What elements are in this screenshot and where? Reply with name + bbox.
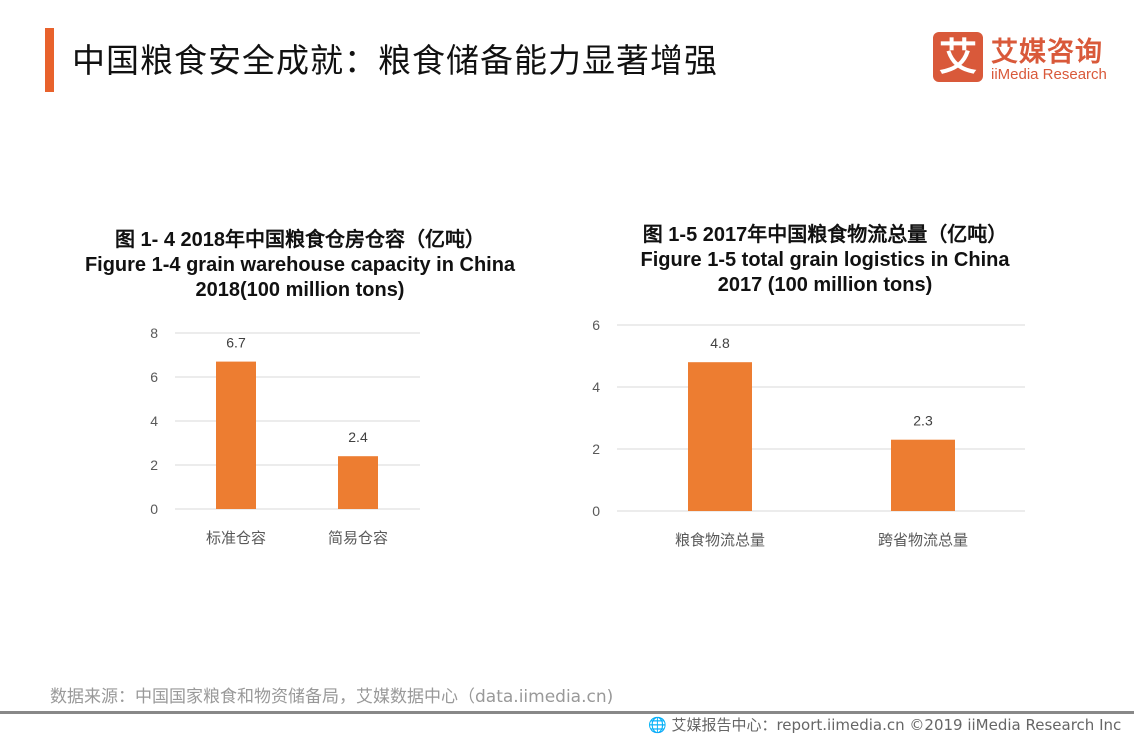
chart1-title-en: Figure 1-4 grain warehouse capacity in C… — [84, 254, 516, 301]
x-tick-label: 跨省物流总量 — [878, 531, 968, 549]
y-tick-label: 8 — [150, 325, 158, 341]
bar — [891, 439, 955, 511]
logo-name-en: iiMedia Research — [991, 66, 1107, 83]
title-accent-bar — [45, 28, 54, 92]
footer: 🌐 艾媒报告中心：report.iimedia.cn ©2019 iiMedia… — [648, 714, 1121, 735]
chart2-title-en: Figure 1-5 total grain logistics in Chin… — [640, 249, 1010, 296]
page-title: 中国粮食安全成就：粮食储备能力显著增强 — [72, 41, 718, 80]
x-tick-label: 简易仓容 — [328, 529, 388, 547]
data-label: 2.4 — [348, 429, 368, 445]
bar — [216, 361, 256, 509]
data-label: 4.8 — [710, 335, 730, 351]
y-tick-label: 4 — [150, 413, 158, 429]
y-tick-label: 2 — [592, 441, 600, 457]
y-tick-label: 6 — [150, 369, 158, 385]
y-tick-label: 6 — [592, 317, 600, 333]
source-note: 数据来源：中国国家粮食和物资储备局，艾媒数据中心（data.iimedia.cn… — [50, 687, 614, 707]
bar — [688, 362, 752, 511]
footer-text: 艾媒报告中心：report.iimedia.cn ©2019 iiMedia R… — [671, 716, 1122, 734]
chart2-title: 图 1-5 2017年中国粮食物流总量（亿吨） Figure 1-5 total… — [600, 223, 1050, 298]
data-label: 2.3 — [913, 413, 933, 429]
x-tick-label: 粮食物流总量 — [675, 531, 765, 549]
chart1-title: 图 1- 4 2018年中国粮食仓房仓容（亿吨） Figure 1-4 grai… — [50, 228, 550, 303]
chart1-title-cn: 图 1- 4 2018年中国粮食仓房仓容（亿吨） — [114, 229, 486, 251]
logo: 艾 艾媒咨询 iiMedia Research — [933, 30, 1113, 86]
y-tick-label: 4 — [592, 379, 600, 395]
chart2-title-cn: 图 1-5 2017年中国粮食物流总量（亿吨） — [642, 224, 1008, 246]
data-label: 6.7 — [226, 335, 246, 351]
bar — [338, 456, 378, 509]
logo-mark: 艾 — [933, 32, 983, 82]
logo-name-cn: 艾媒咨询 — [991, 37, 1103, 68]
footer-divider — [0, 711, 1134, 714]
globe-cursor-icon: 🌐 — [648, 716, 667, 734]
x-tick-label: 标准仓容 — [206, 529, 266, 547]
y-tick-label: 2 — [150, 457, 158, 473]
y-tick-label: 0 — [150, 501, 158, 517]
y-tick-label: 0 — [592, 503, 600, 519]
